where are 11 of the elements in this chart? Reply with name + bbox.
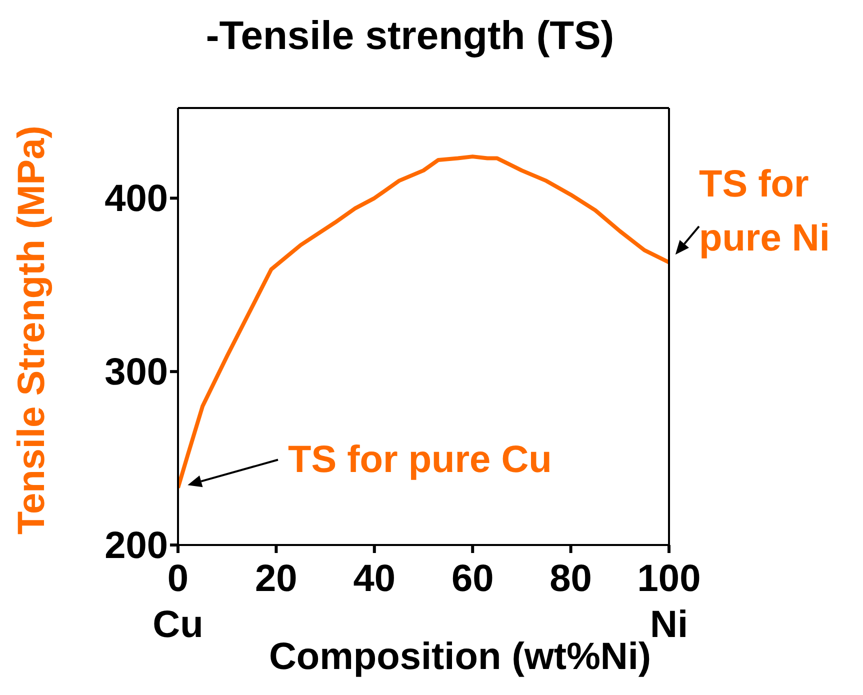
line-series bbox=[178, 154, 669, 490]
x-tick-label: 20 bbox=[255, 558, 298, 600]
chart-title: -Tensile strength (TS) bbox=[204, 14, 616, 59]
y-axis-title: Tensile Strength (MPa) bbox=[11, 124, 54, 536]
annotation: TS for pure Ni bbox=[699, 163, 830, 260]
x-tick-label: 40 bbox=[353, 558, 396, 600]
x-tick-label: 60 bbox=[451, 558, 494, 600]
x-tick-label: 80 bbox=[550, 558, 592, 600]
y-tick-label: 400 bbox=[104, 178, 168, 220]
y-tick-label: 300 bbox=[104, 352, 168, 394]
annotation: TS for pure Cu bbox=[288, 438, 552, 481]
